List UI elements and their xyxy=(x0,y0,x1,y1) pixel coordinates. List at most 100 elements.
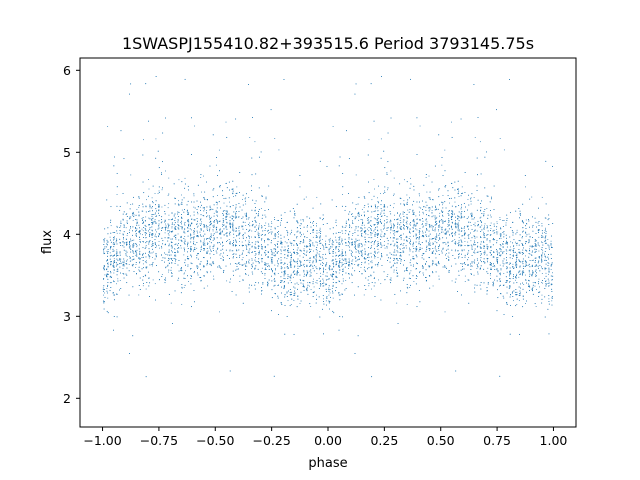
chart-title: 1SWASPJ155410.82+393515.6 Period 3793145… xyxy=(122,34,534,53)
data-point xyxy=(138,206,140,208)
data-point xyxy=(171,244,173,246)
data-point xyxy=(349,242,351,244)
data-point xyxy=(535,274,536,276)
data-point xyxy=(145,245,147,246)
data-point xyxy=(374,188,375,190)
data-point xyxy=(548,280,550,282)
data-point xyxy=(183,241,185,243)
data-point xyxy=(377,243,379,244)
data-point xyxy=(364,197,366,199)
data-point xyxy=(490,228,492,229)
data-point xyxy=(277,273,279,274)
data-point xyxy=(309,245,310,247)
data-point xyxy=(432,285,434,287)
data-point xyxy=(145,216,147,218)
data-point xyxy=(397,212,398,214)
data-point xyxy=(381,222,382,224)
data-point xyxy=(525,235,527,237)
data-point xyxy=(406,247,408,249)
data-point xyxy=(152,251,154,253)
data-point xyxy=(142,285,144,287)
data-point xyxy=(425,206,427,208)
data-point xyxy=(310,249,312,250)
data-point xyxy=(278,251,279,252)
data-point xyxy=(310,306,312,307)
data-point xyxy=(129,246,131,248)
data-point xyxy=(541,196,543,198)
data-point xyxy=(155,138,157,140)
data-point xyxy=(367,255,369,256)
data-point xyxy=(113,255,115,256)
data-point xyxy=(380,219,381,220)
data-point xyxy=(397,213,398,214)
data-point xyxy=(511,258,513,259)
data-point xyxy=(249,137,251,138)
data-point xyxy=(452,240,454,241)
data-point xyxy=(167,194,169,196)
data-point xyxy=(352,259,354,261)
data-point xyxy=(529,253,531,255)
data-point xyxy=(193,195,195,197)
data-point xyxy=(152,218,153,220)
data-point xyxy=(103,279,104,280)
data-point xyxy=(493,283,495,284)
data-point xyxy=(136,232,137,234)
data-point xyxy=(236,216,238,218)
data-point xyxy=(307,259,309,261)
data-point xyxy=(522,296,524,297)
data-point xyxy=(444,311,446,313)
data-point xyxy=(429,265,431,267)
data-point xyxy=(126,222,128,224)
data-point xyxy=(394,234,395,236)
data-point xyxy=(457,250,459,252)
data-point xyxy=(490,264,492,266)
data-point xyxy=(393,214,395,216)
data-point xyxy=(183,273,185,275)
data-point xyxy=(441,220,443,222)
data-point xyxy=(352,222,353,224)
data-point xyxy=(338,272,340,274)
data-point xyxy=(245,203,247,205)
data-point xyxy=(470,221,471,223)
data-point xyxy=(419,125,421,127)
data-point xyxy=(470,266,472,267)
data-point xyxy=(107,253,109,254)
data-point xyxy=(135,267,136,268)
data-point xyxy=(535,240,537,242)
data-point xyxy=(116,225,118,227)
data-point xyxy=(212,230,214,232)
data-point xyxy=(516,273,518,275)
data-point xyxy=(396,302,398,304)
data-point xyxy=(534,285,536,287)
data-point xyxy=(441,209,443,211)
data-point xyxy=(483,227,485,228)
data-point xyxy=(428,215,430,217)
data-point xyxy=(376,234,378,236)
data-point xyxy=(368,285,370,287)
data-point xyxy=(505,222,507,224)
data-point xyxy=(199,206,201,208)
data-point xyxy=(309,274,311,276)
data-point xyxy=(152,243,154,244)
data-point xyxy=(154,283,156,285)
data-point xyxy=(309,276,311,277)
data-point xyxy=(319,256,321,258)
data-point xyxy=(325,297,327,299)
data-point xyxy=(470,197,472,199)
data-point xyxy=(204,248,206,250)
data-point xyxy=(538,260,540,262)
data-point xyxy=(431,210,433,211)
data-point xyxy=(493,232,495,234)
data-point xyxy=(136,245,138,247)
data-point xyxy=(500,233,502,235)
data-point xyxy=(271,250,273,252)
data-point xyxy=(476,258,478,260)
data-point xyxy=(300,235,302,237)
data-point xyxy=(261,267,263,269)
data-point xyxy=(484,252,486,253)
data-point xyxy=(286,258,288,259)
data-point xyxy=(155,255,157,257)
data-point xyxy=(223,224,225,226)
data-point xyxy=(358,245,360,247)
data-point xyxy=(146,262,148,264)
